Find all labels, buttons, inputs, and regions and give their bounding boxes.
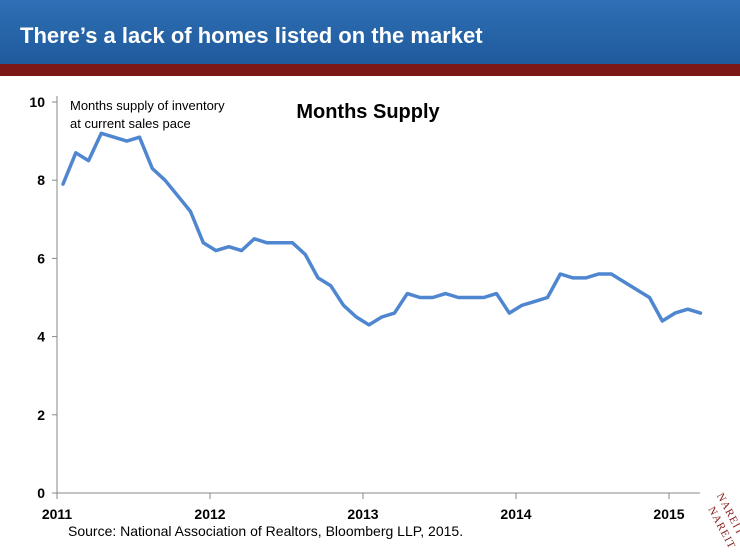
x-tick-label: 2011 [42, 506, 73, 522]
chart-annotation: Months supply of inventory [70, 98, 225, 113]
months-supply-line [61, 131, 703, 327]
title-divider [0, 64, 740, 76]
source-note: Source: National Association of Realtors… [68, 523, 464, 539]
y-tick-label: 0 [37, 485, 45, 501]
y-tick-label: 6 [37, 250, 45, 266]
y-tick-label: 10 [29, 94, 45, 110]
title-bar: There’s a lack of homes listed on the ma… [0, 0, 740, 64]
chart-title: Months Supply [296, 101, 440, 123]
y-tick-label: 4 [37, 329, 45, 345]
x-tick-label: 2015 [653, 506, 684, 522]
x-tick-label: 2012 [194, 506, 225, 522]
slide-title: There’s a lack of homes listed on the ma… [20, 23, 483, 48]
x-tick-label: 2013 [347, 506, 378, 522]
nareit-seal-icon: NAREIT NAREIT [705, 491, 740, 551]
x-tick-label: 2014 [500, 506, 531, 522]
chart-annotation: at current sales pace [70, 116, 191, 131]
months-supply-chart: 0 2 4 6 8 10 2011 2012 2013 2014 2015 Months Supply… [29, 94, 703, 522]
y-tick-label: 8 [37, 172, 45, 188]
y-tick-label: 2 [37, 407, 45, 423]
